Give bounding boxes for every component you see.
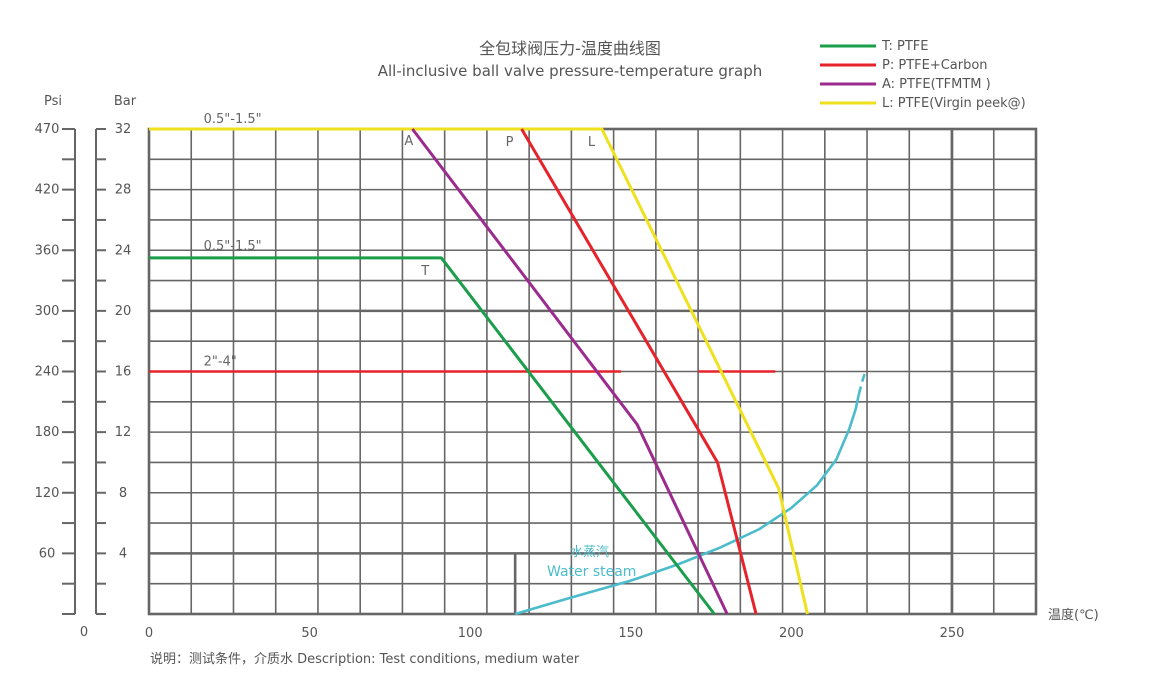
psi-axis-label: Psi xyxy=(44,94,62,109)
series-line-l xyxy=(149,127,809,615)
annotation-label: A xyxy=(404,134,413,149)
psi-tick-label: 300 xyxy=(35,304,60,319)
psi-tick-label: 420 xyxy=(35,183,60,198)
x-tick-label: 150 xyxy=(618,626,643,641)
x-tick-label: 50 xyxy=(301,626,318,641)
bar-tick-label: 8 xyxy=(119,486,127,501)
psi-tick-label: 360 xyxy=(35,243,60,258)
bar-tick-label: 16 xyxy=(115,365,132,380)
bar-tick-label: 24 xyxy=(115,243,132,258)
legend-label: L: PTFE(Virgin peek@) xyxy=(882,96,1026,111)
bar-tick-label: 20 xyxy=(115,304,132,319)
x-tick-label: 0 xyxy=(145,626,153,641)
x-tick-label: 250 xyxy=(940,626,965,641)
psi-tick-label: 240 xyxy=(35,365,60,380)
x-axis-label: 温度(℃) xyxy=(1048,607,1099,623)
psi-tick-label: 470 xyxy=(35,122,60,137)
steam-curve xyxy=(514,393,861,616)
legend: T: PTFE P: PTFE+Carbon A: PTFE(TFMTM ) L: P… xyxy=(820,39,1026,111)
annotations: 0.5"-1.5" 0.5"-1.5" 2"-4" A P L T 水蒸汽 Water stea… xyxy=(204,112,637,580)
legend-label: A: PTFE(TFMTM ) xyxy=(882,77,991,92)
legend-label: P: PTFE+Carbon xyxy=(882,58,988,73)
bar-tick-label: 4 xyxy=(119,546,127,561)
series-layer xyxy=(149,127,867,616)
series-line-a xyxy=(411,128,729,615)
series-line-p xyxy=(520,128,758,615)
series-line-t xyxy=(149,256,716,615)
psi-tick-label: 60 xyxy=(39,546,56,561)
footnote: 说明：测试条件，介质水 Description: Test conditions… xyxy=(150,651,580,667)
steam-label-en: Water steam xyxy=(547,564,636,580)
psi-tick-label: 0 xyxy=(80,625,88,640)
x-tick-label: 200 xyxy=(779,626,804,641)
bar-tick-label: 12 xyxy=(115,425,132,440)
legend-label: T: PTFE xyxy=(881,39,929,54)
ticks: 470 420 360 300 240 180 120 60 0 32 28 24 20 16 12 8 4 0 5… xyxy=(35,122,965,641)
axes xyxy=(62,128,106,615)
chart-title: 全包球阀压力-温度曲线图 xyxy=(479,39,661,58)
annotation-label: T xyxy=(420,264,429,279)
x-tick-label: 100 xyxy=(458,626,483,641)
annotation-label: 0.5"-1.5" xyxy=(204,112,262,127)
annotation-label: P xyxy=(506,135,514,150)
annotation-label: 2"-4" xyxy=(204,355,237,370)
bar-tick-label: 28 xyxy=(115,183,132,198)
annotation-label: L xyxy=(588,135,596,150)
bar-axis-label: Bar xyxy=(114,94,137,109)
annotation-label: 0.5"-1.5" xyxy=(204,239,262,254)
steam-label-cn: 水蒸汽 xyxy=(570,545,609,560)
steam-curve-dashed xyxy=(857,371,867,395)
psi-tick-label: 180 xyxy=(35,425,60,440)
chart-subtitle: All-inclusive ball valve pressure-temper… xyxy=(378,62,763,80)
psi-tick-label: 120 xyxy=(35,486,60,501)
bar-tick-label: 32 xyxy=(115,122,132,137)
